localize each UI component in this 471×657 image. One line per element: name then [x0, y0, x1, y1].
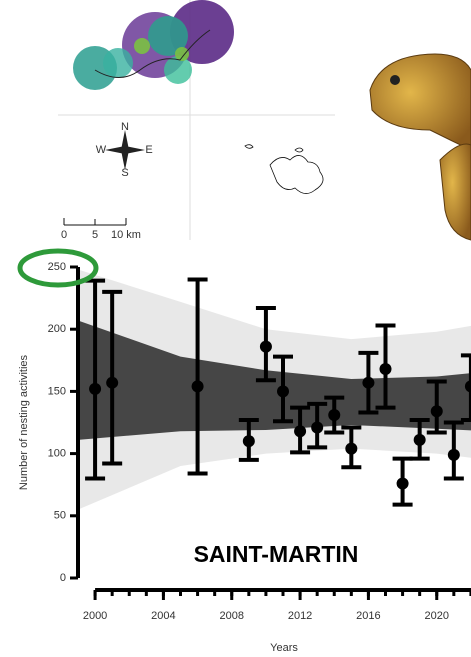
x-tick-label: 2000 [83, 610, 107, 622]
x-tick-label: 2012 [288, 610, 312, 622]
data-point [464, 380, 471, 393]
data-point [345, 442, 358, 455]
plot: 0 50 100 150 200 250 2000 2004 2008 2012 2016 2020 Y… [17, 248, 471, 654]
y-tick-label: 200 [48, 323, 66, 335]
data-point [328, 409, 341, 422]
x-tick-label: 2004 [151, 610, 175, 622]
annotation: SAINT-MARTIN [194, 541, 359, 567]
highlight-ellipse [17, 248, 99, 288]
compass-label: N [121, 121, 129, 133]
y-tick-label: 100 [48, 448, 66, 460]
compass-label: W [96, 144, 107, 156]
map: N W E S 0 5 10 km [58, 0, 335, 241]
data-point [396, 477, 409, 490]
y-axis-label: Number of nesting activities [18, 354, 30, 490]
scale-label: 5 [92, 229, 98, 241]
data-point [311, 421, 324, 434]
compass-label: E [145, 144, 152, 156]
compass-label: S [121, 167, 128, 179]
y-tick-label: 0 [60, 572, 66, 584]
data-point [379, 363, 392, 376]
data-point [413, 433, 426, 446]
scale-label: 10 km [111, 229, 141, 241]
data-point [277, 385, 289, 398]
data-point [362, 376, 375, 389]
data-point [294, 425, 307, 438]
y-tick-label: 250 [48, 261, 66, 273]
data-point [430, 405, 443, 418]
data-point [447, 448, 460, 461]
y-tick-label: 50 [54, 510, 66, 522]
data-point [106, 376, 119, 389]
x-tick-label: 2020 [425, 610, 449, 622]
x-axis-label: Years [270, 642, 298, 654]
x-tick-label: 2008 [220, 610, 244, 622]
x-tick-label: 2016 [356, 610, 380, 622]
scale-label: 0 [61, 229, 67, 241]
data-point [242, 435, 255, 448]
data-point [89, 382, 102, 395]
data-point [191, 380, 204, 393]
data-point [259, 340, 272, 353]
turtle-illustration [369, 53, 471, 241]
y-tick-label: 150 [48, 385, 66, 397]
